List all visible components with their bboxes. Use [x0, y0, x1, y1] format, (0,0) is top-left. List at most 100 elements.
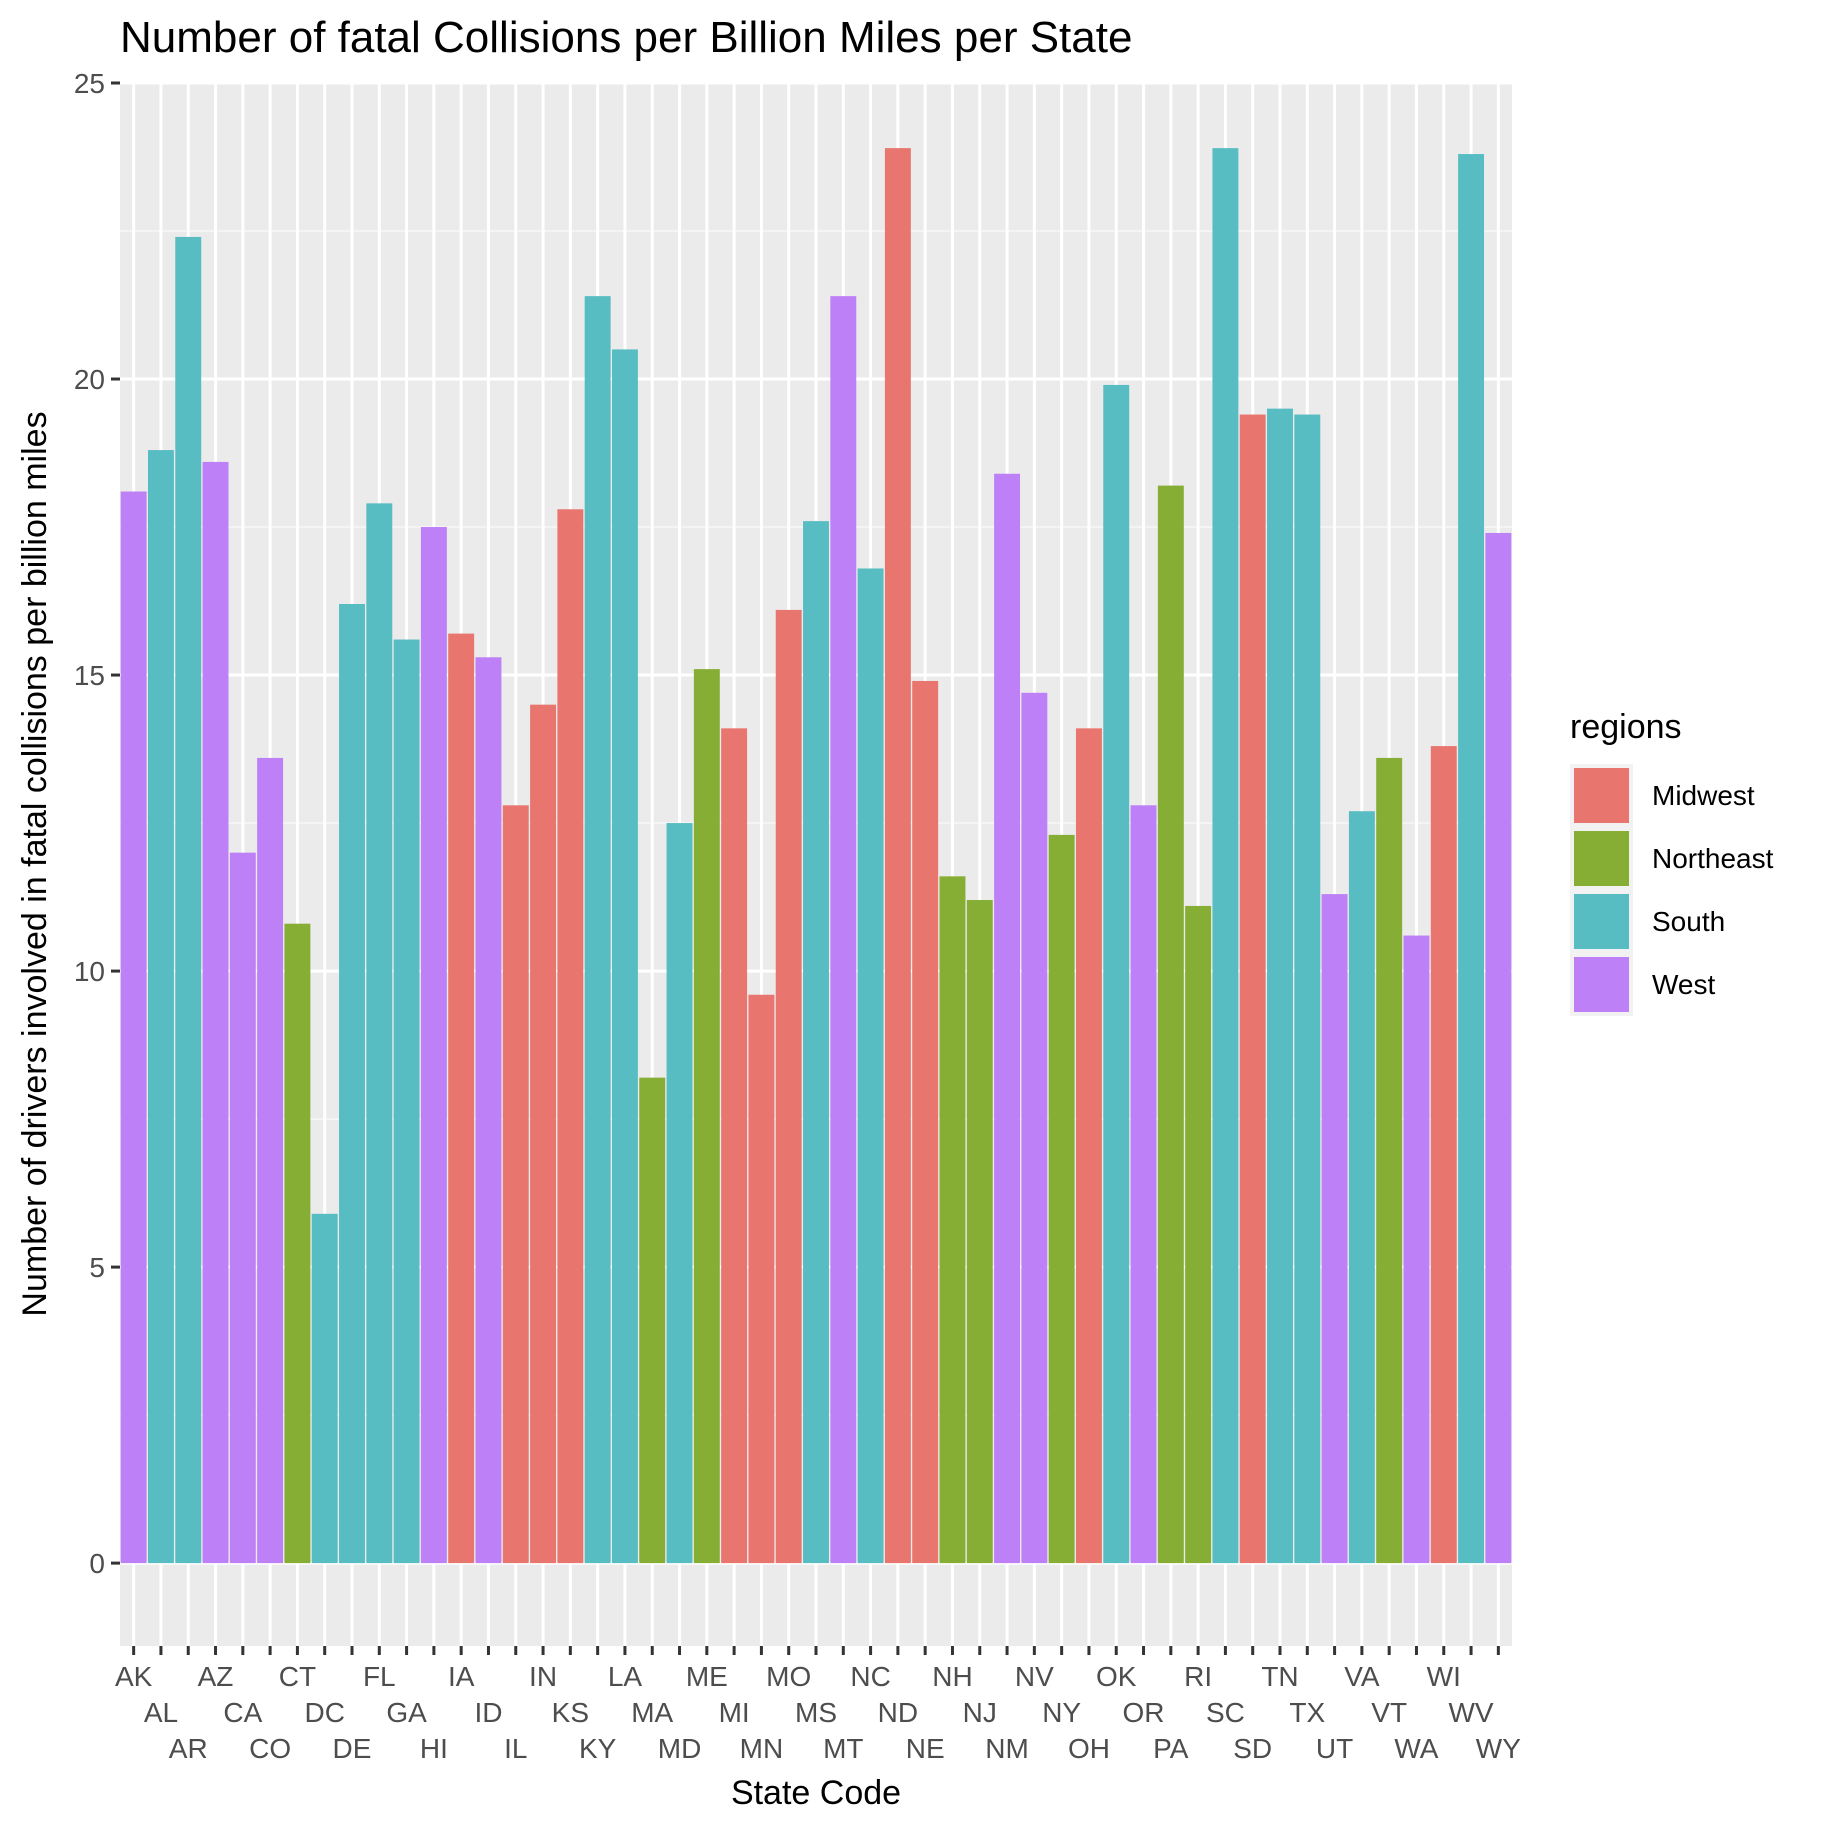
x-tick-label-pa: PA — [1153, 1733, 1189, 1764]
x-axis-title: State Code — [731, 1774, 901, 1812]
legend-swatch-northeast — [1574, 831, 1629, 886]
bar-nm — [994, 473, 1021, 1564]
x-tick-label-wy: WY — [1476, 1733, 1521, 1764]
x-tick-label-ar: AR — [169, 1733, 208, 1764]
bar-wi — [1430, 746, 1457, 1564]
y-tick-label: 5 — [89, 1252, 105, 1283]
y-tick-label: 20 — [74, 364, 105, 395]
legend: regions Midwest Northeast South West — [1570, 708, 1774, 1016]
bar-sd — [1239, 414, 1266, 1564]
x-tick-label-sc: SC — [1206, 1697, 1245, 1728]
bar-dc — [311, 1213, 338, 1564]
bar-vt — [1376, 757, 1403, 1564]
x-tick-label-la: LA — [608, 1661, 643, 1692]
legend-label-northeast: Northeast — [1652, 843, 1774, 874]
x-tick-label-nm: NM — [985, 1733, 1029, 1764]
y-tick-label: 0 — [89, 1548, 105, 1579]
legend-swatch-west — [1574, 957, 1629, 1012]
bar-nv — [1021, 692, 1048, 1564]
bar-or — [1130, 805, 1157, 1564]
bar-ia — [448, 633, 475, 1564]
x-tick-label-al: AL — [144, 1697, 178, 1728]
x-tick-label-ne: NE — [906, 1733, 945, 1764]
bar-az — [202, 461, 229, 1564]
bar-ne — [912, 680, 939, 1564]
bar-oh — [1075, 728, 1102, 1564]
bar-ok — [1103, 384, 1130, 1564]
bar-ks — [557, 509, 584, 1564]
bar-nd — [884, 148, 911, 1564]
x-tick-label-fl: FL — [363, 1661, 396, 1692]
bar-tn — [1267, 408, 1293, 1564]
bar-sc — [1212, 148, 1239, 1564]
y-tick-label: 25 — [74, 68, 105, 99]
x-tick-label-mo: MO — [766, 1661, 811, 1692]
x-tick-label-ak: AK — [115, 1661, 153, 1692]
x-tick-label-mt: MT — [823, 1733, 863, 1764]
x-tick-label-az: AZ — [198, 1661, 234, 1692]
x-tick-label-nj: NJ — [963, 1697, 997, 1728]
bar-ar — [175, 236, 202, 1564]
legend-label-midwest: Midwest — [1652, 780, 1755, 811]
x-tick-label-ut: UT — [1316, 1733, 1353, 1764]
bar-fl — [366, 503, 393, 1564]
bar-mi — [721, 728, 748, 1564]
bar-co — [257, 757, 284, 1564]
x-tick-label-ms: MS — [795, 1697, 837, 1728]
bar-il — [502, 805, 529, 1564]
bar-ky — [584, 296, 611, 1564]
bar-ri — [1185, 905, 1212, 1564]
y-axis-title: Number of drivers involved in fatal coll… — [16, 411, 54, 1316]
bar-mt — [830, 296, 857, 1564]
legend-label-west: West — [1652, 969, 1715, 1000]
x-tick-label-oh: OH — [1068, 1733, 1110, 1764]
x-tick-label-wv: WV — [1449, 1697, 1494, 1728]
bar-hi — [420, 527, 447, 1564]
x-tick-label-va: VA — [1344, 1661, 1380, 1692]
x-tick-label-me: ME — [686, 1661, 728, 1692]
x-tick-label-ok: OK — [1096, 1661, 1137, 1692]
x-tick-label-de: DE — [333, 1733, 372, 1764]
x-tick-label-nh: NH — [932, 1661, 972, 1692]
bar-de — [339, 604, 365, 1564]
bar-al — [147, 450, 174, 1564]
x-tick-label-ma: MA — [631, 1697, 673, 1728]
bar-wv — [1458, 154, 1485, 1564]
x-tick-label-wi: WI — [1427, 1661, 1461, 1692]
x-tick-label-ia: IA — [448, 1661, 475, 1692]
x-tick-label-tn: TN — [1261, 1661, 1298, 1692]
x-tick-label-mi: MI — [719, 1697, 750, 1728]
bar-ak — [120, 491, 147, 1564]
x-tick-label-nc: NC — [850, 1661, 890, 1692]
chart-title: Number of fatal Collisions per Billion M… — [120, 13, 1132, 62]
legend-title: regions — [1570, 708, 1682, 746]
bar-ma — [639, 1077, 666, 1564]
bars — [120, 148, 1512, 1564]
bar-pa — [1157, 485, 1184, 1564]
bar-tx — [1294, 414, 1321, 1564]
x-tick-label-ca: CA — [223, 1697, 262, 1728]
x-tick-label-dc: DC — [304, 1697, 344, 1728]
y-tick-label: 15 — [74, 660, 105, 691]
x-tick-label-ks: KS — [552, 1697, 589, 1728]
bar-ct — [284, 923, 311, 1564]
bar-ms — [803, 521, 829, 1564]
bar-va — [1348, 811, 1375, 1564]
bar-nj — [966, 900, 993, 1564]
bar-me — [693, 669, 720, 1564]
x-tick-label-co: CO — [249, 1733, 291, 1764]
bar-ca — [229, 852, 256, 1564]
x-tick-label-vt: VT — [1371, 1697, 1407, 1728]
bar-mn — [748, 994, 775, 1564]
x-tick-label-ct: CT — [279, 1661, 316, 1692]
x-tick-label-mn: MN — [740, 1733, 784, 1764]
legend-swatch-midwest — [1574, 768, 1629, 823]
bar-ga — [393, 639, 420, 1564]
bar-wy — [1485, 532, 1512, 1564]
bar-wa — [1403, 935, 1430, 1564]
bar-nc — [857, 568, 884, 1564]
x-tick-label-ky: KY — [579, 1733, 617, 1764]
bar-in — [530, 704, 557, 1564]
x-tick-label-hi: HI — [420, 1733, 448, 1764]
